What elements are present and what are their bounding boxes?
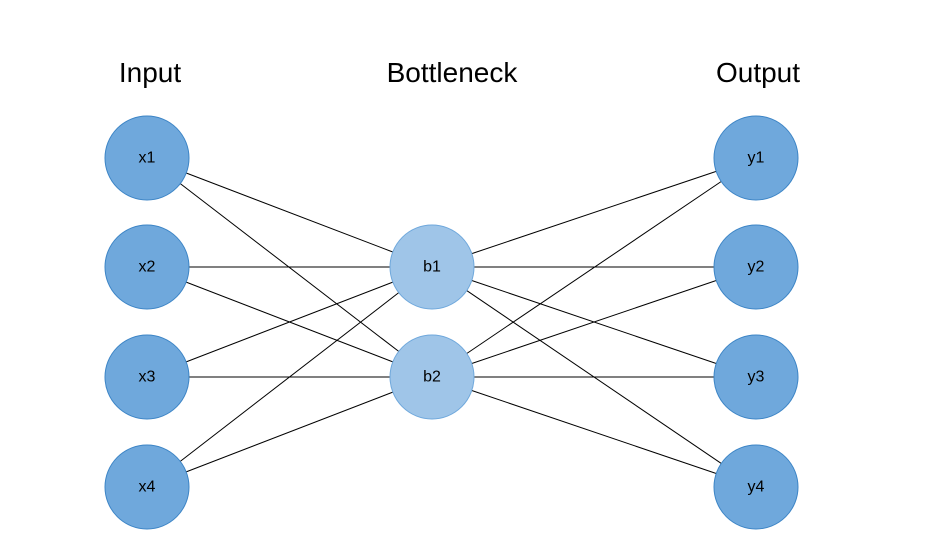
node-x2: x2 xyxy=(105,225,189,309)
edges-layer xyxy=(180,171,721,473)
node-label-y1: y1 xyxy=(748,150,765,167)
node-label-x2: x2 xyxy=(139,259,156,276)
node-b2: b2 xyxy=(390,335,474,419)
node-label-y3: y3 xyxy=(748,369,765,386)
node-label-x3: x3 xyxy=(139,369,156,386)
layer-title-bottleneck: Bottleneck xyxy=(387,57,519,88)
layer-title-input: Input xyxy=(119,57,181,88)
layer-title-output: Output xyxy=(716,57,800,88)
titles-layer: Input Bottleneck Output xyxy=(119,57,800,88)
neural-network-diagram: x1 x2 x3 x4 b1 b2 y1 y2 y3 y4 Input Bottleneck Outp… xyxy=(0,0,938,553)
node-y3: y3 xyxy=(714,335,798,419)
node-label-b1: b1 xyxy=(423,259,441,276)
node-label-b2: b2 xyxy=(423,369,441,386)
node-x3: x3 xyxy=(105,335,189,419)
node-label-x1: x1 xyxy=(139,150,156,167)
node-label-y2: y2 xyxy=(748,259,765,276)
node-x1: x1 xyxy=(105,116,189,200)
node-label-x4: x4 xyxy=(139,479,156,496)
edge-b2-y4 xyxy=(472,391,716,474)
edge-b1-y1 xyxy=(472,171,716,253)
nodes-layer: x1 x2 x3 x4 b1 b2 y1 y2 y3 y4 xyxy=(105,116,798,529)
node-b1: b1 xyxy=(390,225,474,309)
node-y2: y2 xyxy=(714,225,798,309)
node-label-y4: y4 xyxy=(748,479,765,496)
node-x4: x4 xyxy=(105,445,189,529)
node-y4: y4 xyxy=(714,445,798,529)
edge-x4-b2 xyxy=(186,392,393,472)
node-y1: y1 xyxy=(714,116,798,200)
